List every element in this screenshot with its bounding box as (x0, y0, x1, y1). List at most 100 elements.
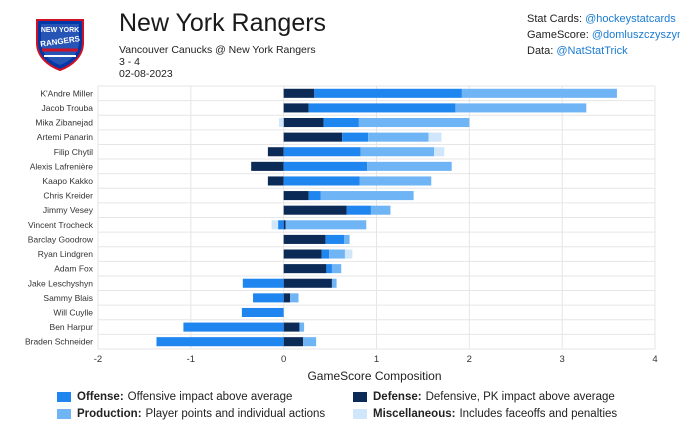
bar-production (370, 205, 391, 215)
player-label: K'Andre Miller (40, 88, 93, 98)
bar-offense (308, 191, 321, 201)
legend-swatch-defense (353, 392, 367, 402)
bar-offense (241, 307, 284, 318)
bar-production (320, 191, 414, 201)
legend-name: Defense: (373, 391, 422, 403)
player-label: Jake Leschyshyn (28, 278, 93, 288)
bar-production (461, 88, 617, 98)
legend-swatch-misc (353, 409, 367, 419)
bar-defense (283, 103, 309, 113)
player-label: Mika Zibanejad (35, 118, 93, 128)
bar-defense (283, 293, 291, 303)
legend-item-production: Production: Player points and individual… (57, 408, 325, 420)
legend-desc: Includes faceoffs and penalties (459, 408, 618, 420)
bar-defense (283, 249, 322, 259)
game-score: 3 - 4 (119, 56, 141, 68)
player-label: Sammy Blais (43, 293, 93, 303)
player-label: Chris Kreider (43, 191, 93, 201)
x-tick-label: 2 (467, 354, 472, 365)
bar-defense (283, 322, 300, 332)
bar-production (455, 103, 587, 113)
bar-offense (326, 264, 332, 274)
bar-production (329, 249, 345, 259)
player-label: Adam Fox (54, 264, 93, 274)
x-tick-label: 1 (374, 354, 379, 365)
bar-offense (283, 147, 361, 157)
player-label: Jimmy Vesey (43, 205, 94, 215)
bar-production (367, 161, 452, 171)
bar-misc (271, 220, 279, 230)
player-label: Filip Chytil (54, 147, 93, 157)
gamescore-chart: -2 -1 0 1 2 3 4 K'Andre Miller Jacob Trouba Mika … (25, 85, 658, 383)
bar-defense (267, 176, 284, 186)
credit-data: Data: @NatStatTrick (527, 43, 680, 59)
x-tick-label: -2 (94, 354, 102, 365)
bar-offense (283, 176, 360, 186)
player-label: Alexis Lafrenière (30, 161, 94, 171)
bar-offense (278, 220, 284, 230)
credit-handle-link[interactable]: @domluszczyszyn (591, 29, 680, 41)
player-label: Barclay Goodrow (28, 234, 94, 244)
bar-offense (253, 293, 284, 303)
bar-defense (283, 278, 332, 288)
page-title: New York Rangers (119, 9, 327, 37)
bar-production (360, 147, 435, 157)
bar-offense (342, 132, 369, 142)
bar-defense (283, 234, 326, 244)
bar-offense (325, 234, 345, 244)
credit-handle-link[interactable]: @hockeystatcards (585, 13, 676, 25)
bar-production (368, 132, 429, 142)
bar-defense (283, 117, 324, 128)
credit-handle-link[interactable]: @NatStatTrick (556, 45, 628, 57)
bar-offense (156, 337, 284, 347)
bar-production (331, 278, 337, 288)
legend-name: Miscellaneous: (373, 408, 456, 420)
x-tick-label: 0 (281, 354, 286, 365)
legend-name: Production: (77, 408, 142, 420)
bar-production (344, 234, 350, 244)
bar-offense (323, 117, 359, 128)
player-label: Vincent Trocheck (28, 220, 94, 230)
legend-item-misc: Miscellaneous: Includes faceoffs and pen… (353, 408, 617, 420)
bar-misc (279, 117, 284, 128)
game-date: 02-08-2023 (119, 68, 173, 80)
game-matchup: Vancouver Canucks @ New York Rangers (119, 44, 316, 56)
player-label: Jacob Trouba (41, 103, 93, 113)
credit-label: GameScore: (527, 29, 589, 41)
svg-text:NEW YORK: NEW YORK (41, 27, 79, 34)
bar-production (303, 337, 317, 347)
bar-offense (283, 161, 368, 171)
x-axis-label: GameScore Composition (307, 369, 441, 383)
credit-label: Data: (527, 45, 554, 57)
credits: Stat Cards: @hockeystatcards GameScore: … (527, 11, 680, 59)
legend-desc: Offensive impact above average (127, 391, 293, 403)
legend-desc: Defensive, PK impact above average (425, 391, 615, 403)
x-tick-label: -1 (187, 354, 195, 365)
bar-misc (428, 132, 442, 142)
bar-defense (251, 161, 284, 171)
x-tick-label: 4 (652, 354, 657, 365)
bar-offense (308, 103, 456, 113)
player-label: Ben Harpur (50, 322, 94, 332)
player-label: Artemi Panarin (37, 132, 93, 142)
bar-production (331, 264, 342, 274)
bar-defense (283, 337, 304, 347)
credit-label: Stat Cards: (527, 13, 583, 25)
legend-swatch-offense (57, 392, 71, 402)
bar-production (358, 117, 470, 128)
bar-offense (314, 88, 462, 98)
bar-production (359, 176, 432, 186)
rangers-logo: NEW YORK RANGERS (36, 19, 84, 71)
bar-defense (283, 220, 286, 230)
player-label: Braden Schneider (25, 337, 93, 347)
bar-defense (283, 88, 315, 98)
x-tick-label: 3 (560, 354, 565, 365)
credit-stat-cards: Stat Cards: @hockeystatcards (527, 11, 680, 27)
bar-production (290, 293, 299, 303)
legend-swatch-production (57, 409, 71, 419)
legend-item-defense: Defense: Defensive, PK impact above aver… (353, 391, 615, 403)
bar-defense (283, 264, 327, 274)
bar-defense (283, 205, 347, 215)
bar-offense (321, 249, 330, 259)
legend-desc: Player points and individual actions (145, 408, 326, 420)
